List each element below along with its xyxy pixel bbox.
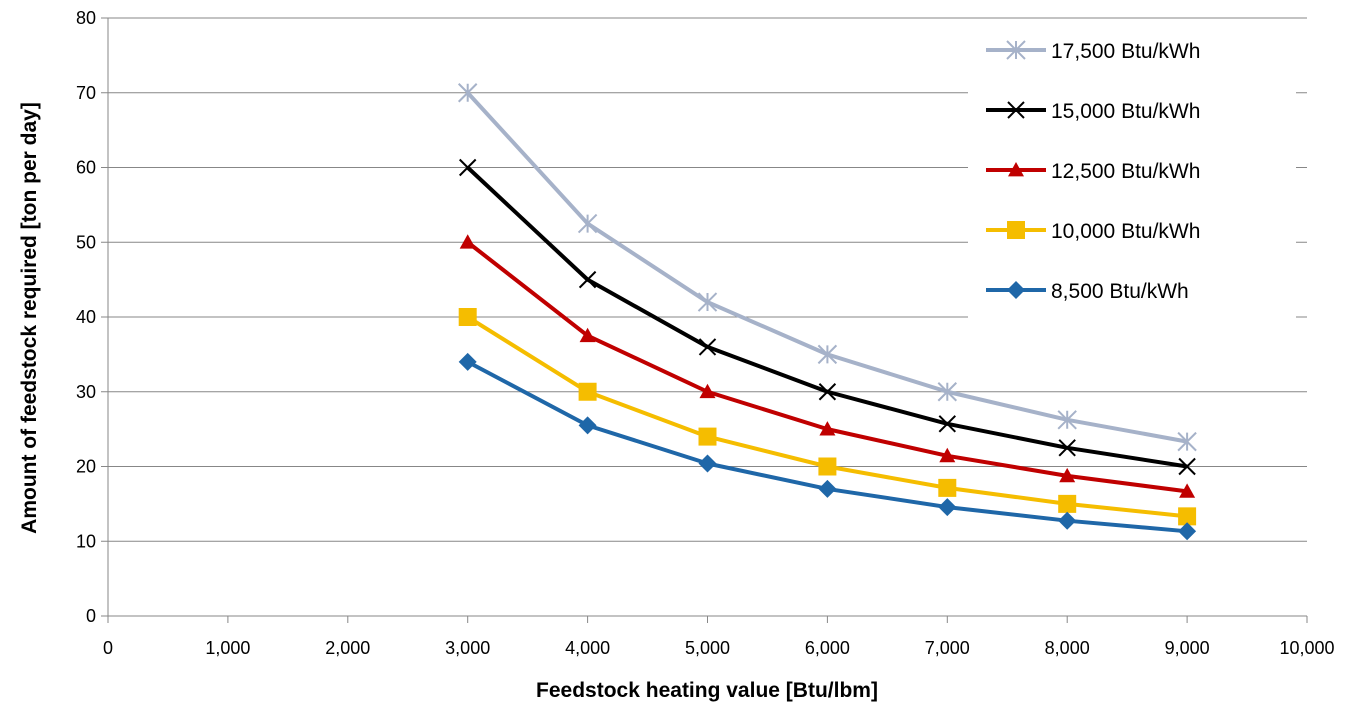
data-point (937, 382, 958, 402)
data-point (818, 457, 837, 476)
data-point (1057, 410, 1077, 430)
data-point (818, 383, 837, 401)
data-point (1059, 467, 1076, 483)
data-point (938, 498, 957, 517)
legend-item: 15,000 Btu/kWh (986, 100, 1200, 123)
series-4 (458, 308, 1197, 526)
data-point (698, 427, 717, 446)
data-point (458, 308, 477, 326)
x-tick-label: 2,000 (325, 638, 370, 658)
x-tick-label: 9,000 (1165, 638, 1210, 658)
data-point (698, 338, 717, 356)
x-tick-label: 0 (103, 638, 113, 658)
x-tick-label: 7,000 (925, 638, 970, 658)
legend-label: 12,500 Btu/kWh (1051, 160, 1200, 183)
series-3 (459, 234, 1196, 498)
data-point (1179, 483, 1196, 498)
axes: 0 10 20 30 40 50 60 70 80 0 1,000 2,000 3,000 4,000 5,… (76, 8, 1335, 658)
x-axis-title: Feedstock heating value [Btu/lbm] (536, 679, 878, 702)
legend-label: 8,500 Btu/kWh (1051, 280, 1189, 303)
data-point (579, 327, 596, 343)
data-point (459, 234, 476, 249)
data-point (1058, 439, 1076, 457)
data-point (1177, 431, 1197, 452)
series-1 (457, 83, 1197, 452)
y-tick-label: 30 (76, 382, 96, 402)
x-tick-label: 3,000 (445, 638, 490, 658)
y-tick-label: 80 (76, 8, 96, 28)
y-tick-label: 10 (76, 531, 96, 551)
series-5 (458, 352, 1197, 541)
data-point (578, 270, 597, 289)
data-point (1008, 162, 1024, 177)
data-point (458, 158, 477, 177)
data-point (578, 382, 597, 401)
data-point (817, 344, 838, 365)
data-point (577, 213, 598, 234)
data-point (1006, 40, 1026, 60)
data-point (1007, 281, 1025, 299)
y-tick-label: 50 (76, 232, 96, 252)
y-axis-title: Amount of feedstock required [ton per da… (18, 102, 41, 534)
legend: 17,500 Btu/kWh 15,000 Btu/kWh 12,500 Btu/k… (968, 28, 1296, 368)
legend-item: 17,500 Btu/kWh (986, 40, 1200, 63)
series-2 (458, 158, 1196, 476)
data-point (1007, 101, 1025, 119)
x-tick-label: 5,000 (685, 638, 730, 658)
x-tick-label: 6,000 (805, 638, 850, 658)
data-point (698, 454, 717, 473)
data-point (458, 352, 477, 371)
plot-area (457, 83, 1197, 541)
legend-item: 10,000 Btu/kWh (986, 220, 1200, 243)
legend-background (968, 28, 1296, 368)
data-point (1007, 221, 1025, 239)
y-tick-label: 0 (86, 606, 96, 626)
x-tick-label: 10,000 (1279, 638, 1334, 658)
data-point (938, 478, 957, 497)
data-point (1178, 522, 1197, 541)
legend-label: 15,000 Btu/kWh (1051, 100, 1200, 123)
data-point (1178, 457, 1196, 476)
data-point (578, 416, 597, 435)
x-tick-label: 8,000 (1045, 638, 1090, 658)
legend-label: 17,500 Btu/kWh (1051, 40, 1200, 63)
data-point (819, 421, 836, 436)
y-tick-label: 40 (76, 307, 96, 327)
data-point (697, 292, 718, 312)
data-point (457, 83, 478, 103)
y-tick-label: 60 (76, 158, 96, 178)
x-tick-label: 4,000 (565, 638, 610, 658)
y-tick-label: 70 (76, 83, 96, 103)
legend-item: 12,500 Btu/kWh (986, 160, 1200, 183)
data-point (1058, 494, 1077, 513)
legend-label: 10,000 Btu/kWh (1051, 220, 1200, 243)
data-point (1058, 511, 1077, 530)
data-point (939, 447, 956, 463)
legend-item: 8,500 Btu/kWh (986, 280, 1189, 303)
x-tick-label: 1,000 (205, 638, 250, 658)
y-tick-label: 20 (76, 457, 96, 477)
data-point (818, 479, 837, 498)
data-point (699, 383, 716, 399)
data-point (1178, 507, 1197, 526)
data-point (938, 415, 957, 433)
